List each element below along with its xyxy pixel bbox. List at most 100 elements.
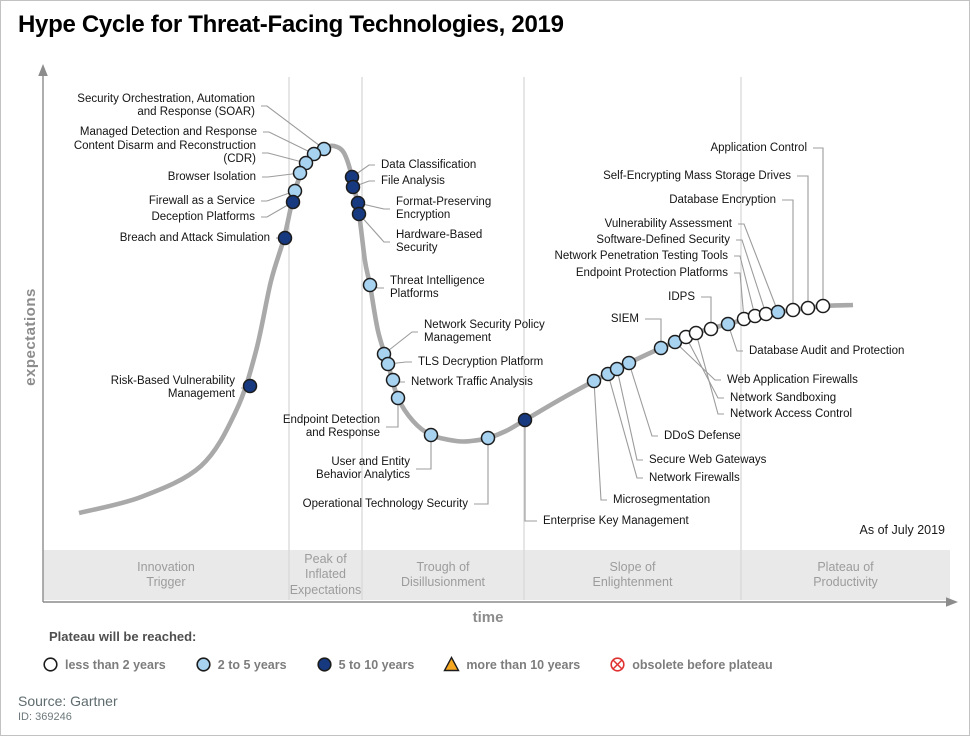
tech-dot-endpoint-detection-and-response — [390, 390, 406, 406]
leader-line-user-and-entity-behavior-analytics — [416, 435, 432, 470]
tech-label-format-preserving-encryption: Format-Preserving Encryption — [396, 196, 492, 221]
legend-item-label: 2 to 5 years — [217, 657, 287, 672]
phase-label-slope-of-enlightenment: Slope of Enlightenment — [592, 559, 673, 590]
tech-dot-database-encryption — [785, 302, 801, 318]
leader-line-web-application-firewalls — [674, 341, 721, 381]
leader-line-endpoint-protection-platforms — [734, 272, 745, 320]
tech-label-security-orchestration-automation-and-response-soar: Security Orchestration, Automation and Re… — [77, 93, 255, 118]
tech-dot-managed-detection-and-response — [306, 146, 322, 162]
tech-dot-vulnerability-assessment — [770, 304, 786, 320]
tech-dot-software-defined-security — [758, 306, 774, 322]
leader-line-ddos-defense — [628, 362, 658, 437]
leader-line-network-penetration-testing-tools — [734, 255, 756, 317]
tech-dot-network-traffic-analysis — [385, 372, 401, 388]
tech-dot-idps — [703, 321, 719, 337]
tech-dot-secure-web-gateways — [609, 361, 625, 377]
legend-item-label: more than 10 years — [466, 657, 581, 672]
legend-item-label: 5 to 10 years — [338, 657, 415, 672]
tech-label-data-classification: Data Classification — [381, 158, 477, 171]
tech-label-firewall-as-a-service: Firewall as a Service — [148, 194, 255, 207]
leader-line-deception-platforms — [261, 201, 294, 218]
leader-line-hardware-based-security — [358, 213, 390, 243]
leader-line-security-orchestration-automation-and-response-soar — [261, 105, 325, 150]
circle-icon — [196, 657, 211, 672]
leader-line-database-encryption — [782, 199, 794, 310]
tech-dot-risk-based-vulnerability-management — [242, 378, 258, 394]
x-axis-label: time — [472, 609, 504, 626]
leader-line-content-disarm-and-reconstruction-cdr — [262, 152, 307, 164]
tech-dot-enterprise-key-management — [517, 412, 533, 428]
legend-item-label: less than 2 years — [65, 657, 166, 672]
tech-label-network-firewalls: Network Firewalls — [649, 471, 740, 484]
legend-item-less-than-2-years: less than 2 years — [42, 656, 166, 673]
tech-label-endpoint-protection-platforms: Endpoint Protection Platforms — [575, 266, 728, 279]
tech-dot-deception-platforms — [285, 194, 301, 210]
y-axis-label: expectations — [22, 288, 39, 386]
leader-line-operational-technology-security — [474, 438, 489, 505]
tech-dot-microsegmentation — [586, 373, 602, 389]
tech-label-web-application-firewalls: Web Application Firewalls — [727, 373, 858, 386]
leader-line-endpoint-detection-and-response — [386, 398, 399, 428]
tech-label-secure-web-gateways: Secure Web Gateways — [649, 453, 767, 466]
leader-line-secure-web-gateways — [616, 368, 643, 461]
y-axis-arrow — [38, 64, 48, 76]
phase-label-peak-of-inflated-expectations: Peak of Inflated Expectations — [289, 551, 362, 597]
phase-band — [43, 550, 950, 600]
tech-label-operational-technology-security: Operational Technology Security — [302, 497, 468, 510]
tech-label-deception-platforms: Deception Platforms — [151, 210, 255, 223]
tech-label-network-access-control: Network Access Control — [730, 407, 853, 420]
tech-dot-network-access-control — [688, 325, 704, 341]
leader-line-idps — [701, 296, 712, 329]
leader-line-managed-detection-and-response — [263, 131, 315, 155]
tech-label-software-defined-security: Software-Defined Security — [596, 233, 730, 246]
leader-line-network-security-policy-management — [383, 331, 418, 355]
tech-dot-self-encrypting-mass-storage-drives — [800, 300, 816, 316]
tech-label-application-control: Application Control — [710, 141, 807, 154]
tech-label-hardware-based-security: Hardware-Based Security — [396, 229, 483, 254]
triangle-icon — [443, 656, 460, 672]
as-of-date-label: As of July 2019 — [859, 523, 945, 537]
tech-label-risk-based-vulnerability-management: Risk-Based Vulnerability Management — [110, 375, 235, 400]
leader-line-vulnerability-assessment — [738, 223, 779, 313]
circle-icon — [316, 657, 332, 672]
tech-label-vulnerability-assessment: Vulnerability Assessment — [604, 217, 732, 230]
leader-line-software-defined-security — [736, 239, 767, 315]
crossed-circle-icon — [610, 657, 625, 672]
tech-label-threat-intelligence-platforms: Threat Intelligence Platforms — [390, 275, 485, 300]
tech-dot-breach-and-attack-simulation — [277, 230, 293, 246]
tech-label-managed-detection-and-response: Managed Detection and Response — [79, 125, 257, 138]
phase-label-innovation-trigger: Innovation Trigger — [137, 559, 195, 590]
legend-heading: Plateau will be reached: — [49, 629, 197, 644]
tech-label-enterprise-key-management: Enterprise Key Management — [543, 514, 689, 527]
tech-label-database-audit-and-protection: Database Audit and Protection — [749, 344, 905, 357]
tech-label-self-encrypting-mass-storage-drives: Self-Encrypting Mass Storage Drives — [603, 169, 791, 182]
legend: less than 2 years 2 to 5 years 5 to 10 yea… — [42, 656, 773, 673]
leader-line-siem — [645, 318, 662, 348]
tech-label-database-encryption: Database Encryption — [669, 193, 776, 206]
tech-dot-application-control — [815, 298, 831, 314]
tech-dot-threat-intelligence-platforms — [362, 277, 378, 293]
tech-label-idps: IDPS — [668, 290, 695, 303]
leader-line-format-preserving-encryption — [357, 202, 390, 210]
leader-line-browser-isolation — [262, 172, 301, 178]
leader-line-application-control — [813, 147, 824, 306]
x-axis-arrow — [946, 597, 958, 607]
circle-icon — [43, 657, 58, 672]
source-id: ID: 369246 — [18, 711, 72, 723]
leader-line-enterprise-key-management — [524, 420, 537, 522]
tech-label-network-security-policy-management: Network Security Policy Management — [424, 319, 545, 344]
phase-label-trough-of-disillusionment: Trough of Disillusionment — [400, 559, 486, 590]
leader-line-network-access-control — [695, 332, 724, 415]
source-attribution: Source: Gartner — [18, 693, 118, 709]
leader-line-network-sandboxing — [685, 336, 724, 399]
legend-item-obsolete-before-plateau: obsolete before plateau — [609, 656, 773, 673]
tech-label-endpoint-detection-and-response: Endpoint Detection and Response — [282, 414, 380, 439]
tech-label-browser-isolation: Browser Isolation — [167, 170, 256, 183]
tech-label-tls-decryption-platform: TLS Decryption Platform — [418, 355, 544, 368]
phase-label-plateau-of-productivity: Plateau of Productivity — [813, 559, 878, 590]
tech-label-microsegmentation: Microsegmentation — [613, 493, 711, 506]
leader-line-microsegmentation — [593, 380, 607, 501]
tech-dot-operational-technology-security — [480, 430, 496, 446]
tech-dot-hardware-based-security — [351, 206, 367, 222]
